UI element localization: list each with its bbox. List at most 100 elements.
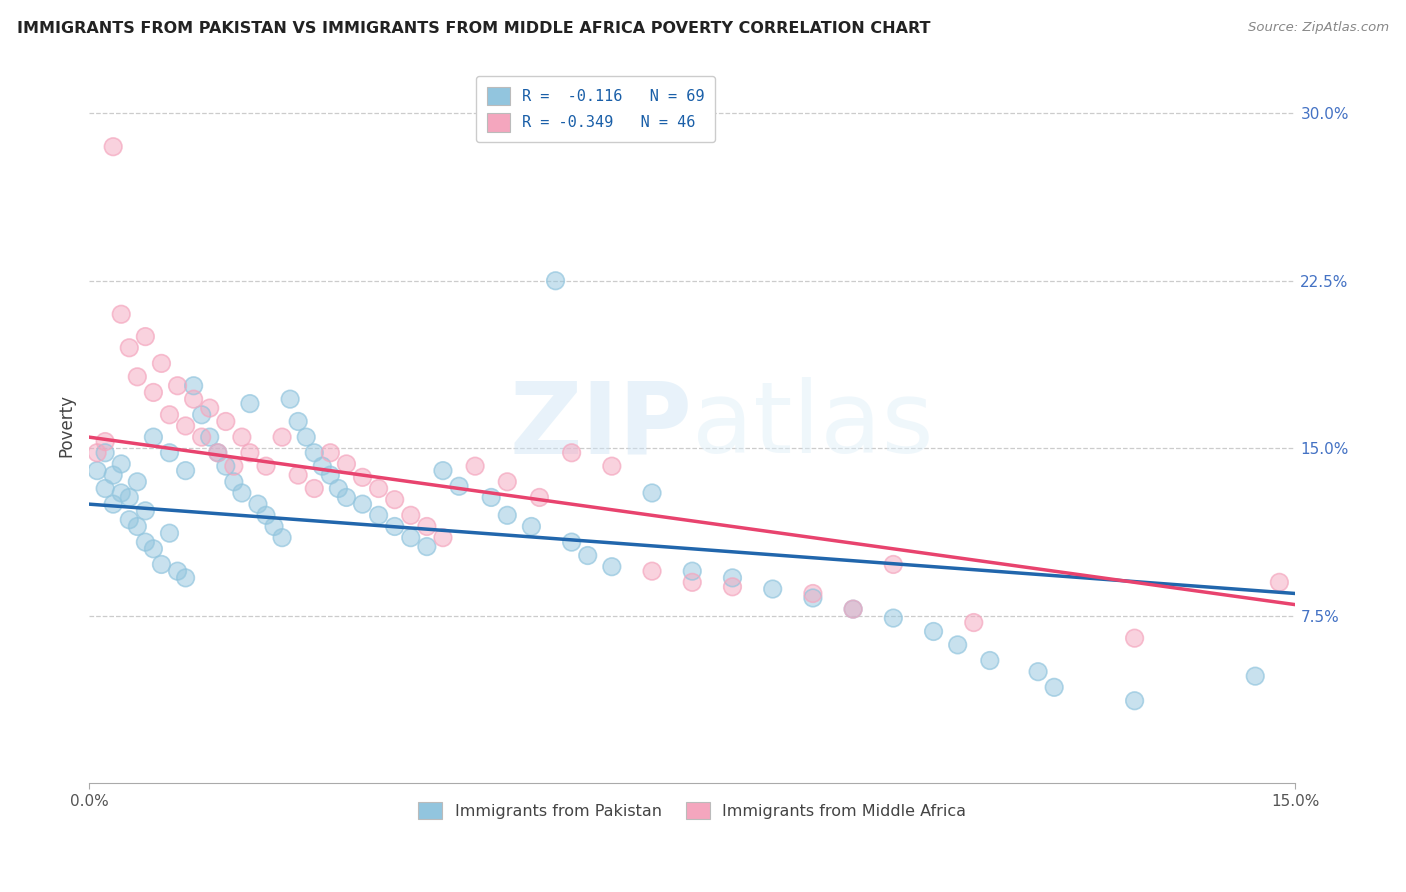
Point	[399, 531, 422, 545]
Point	[103, 139, 125, 153]
Point	[103, 468, 125, 483]
Point	[287, 415, 309, 429]
Point	[94, 482, 117, 496]
Point	[544, 274, 567, 288]
Point	[681, 575, 703, 590]
Point	[127, 369, 149, 384]
Point	[103, 468, 125, 483]
Point	[801, 591, 824, 605]
Point	[304, 482, 326, 496]
Point	[328, 482, 350, 496]
Point	[979, 653, 1001, 667]
Point	[1123, 694, 1146, 708]
Point	[215, 459, 238, 474]
Point	[174, 464, 197, 478]
Point	[198, 430, 221, 444]
Point	[432, 464, 454, 478]
Point	[110, 307, 132, 321]
Point	[166, 564, 188, 578]
Point	[198, 401, 221, 415]
Point	[110, 307, 132, 321]
Point	[882, 558, 904, 572]
Point	[352, 470, 374, 484]
Point	[190, 430, 212, 444]
Point	[159, 408, 181, 422]
Point	[159, 526, 181, 541]
Point	[681, 575, 703, 590]
Point	[561, 446, 583, 460]
Point	[922, 624, 945, 639]
Legend: Immigrants from Pakistan, Immigrants from Middle Africa: Immigrants from Pakistan, Immigrants fro…	[412, 796, 973, 825]
Point	[231, 430, 253, 444]
Point	[384, 519, 406, 533]
Point	[641, 564, 664, 578]
Point	[1123, 631, 1146, 645]
Point	[254, 508, 277, 523]
Point	[882, 558, 904, 572]
Point	[762, 582, 785, 596]
Point	[576, 549, 599, 563]
Point	[304, 446, 326, 460]
Point	[246, 497, 269, 511]
Point	[399, 508, 422, 523]
Text: ZIP: ZIP	[509, 377, 692, 475]
Point	[432, 464, 454, 478]
Point	[94, 434, 117, 449]
Point	[447, 479, 470, 493]
Point	[174, 571, 197, 585]
Point	[166, 564, 188, 578]
Point	[254, 459, 277, 474]
Point	[134, 504, 156, 518]
Point	[142, 385, 165, 400]
Point	[103, 497, 125, 511]
Point	[159, 446, 181, 460]
Point	[142, 541, 165, 556]
Point	[335, 457, 357, 471]
Point	[239, 396, 262, 410]
Point	[384, 492, 406, 507]
Point	[319, 446, 342, 460]
Point	[215, 459, 238, 474]
Point	[287, 468, 309, 483]
Point	[319, 468, 342, 483]
Point	[110, 486, 132, 500]
Point	[399, 531, 422, 545]
Point	[263, 519, 285, 533]
Point	[159, 526, 181, 541]
Point	[1123, 631, 1146, 645]
Point	[254, 459, 277, 474]
Point	[842, 602, 865, 616]
Point	[94, 446, 117, 460]
Point	[762, 582, 785, 596]
Point	[319, 468, 342, 483]
Point	[142, 385, 165, 400]
Point	[600, 459, 623, 474]
Point	[946, 638, 969, 652]
Point	[1244, 669, 1267, 683]
Point	[231, 430, 253, 444]
Point	[174, 464, 197, 478]
Point	[681, 564, 703, 578]
Point	[271, 531, 294, 545]
Point	[335, 491, 357, 505]
Point	[159, 408, 181, 422]
Point	[352, 470, 374, 484]
Point	[263, 519, 285, 533]
Point	[118, 341, 141, 355]
Point	[979, 653, 1001, 667]
Point	[721, 571, 744, 585]
Point	[842, 602, 865, 616]
Point	[134, 535, 156, 549]
Point	[118, 491, 141, 505]
Point	[94, 434, 117, 449]
Point	[271, 531, 294, 545]
Point	[544, 274, 567, 288]
Point	[367, 482, 389, 496]
Point	[110, 457, 132, 471]
Point	[183, 378, 205, 392]
Point	[946, 638, 969, 652]
Point	[207, 446, 229, 460]
Point	[118, 513, 141, 527]
Point	[94, 446, 117, 460]
Point	[190, 430, 212, 444]
